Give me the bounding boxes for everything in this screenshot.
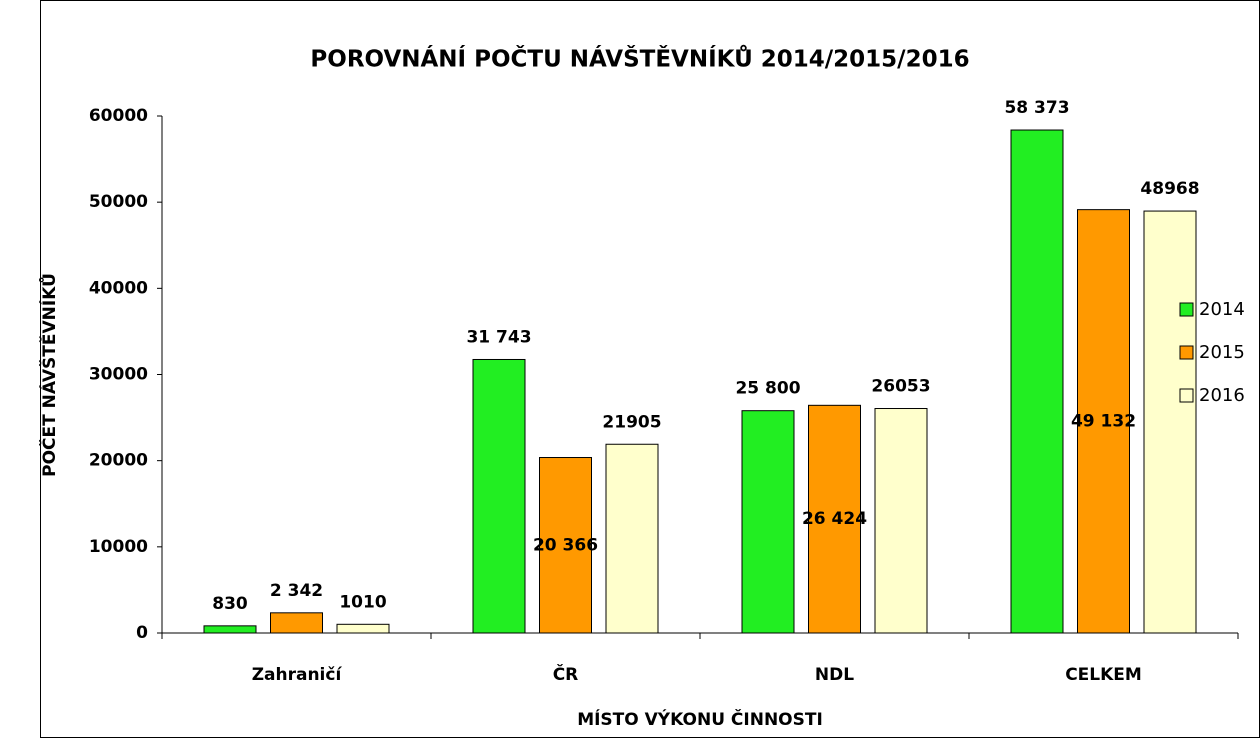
bar xyxy=(605,443,659,634)
bar xyxy=(1077,209,1130,634)
bar xyxy=(472,358,526,634)
value-label: 21905 xyxy=(602,412,661,432)
bar xyxy=(1010,129,1064,634)
y-axis-label: POČET NÁVŠTĚVNÍKŮ xyxy=(37,273,60,477)
y-tick-label: 10000 xyxy=(89,537,148,557)
value-label: 26053 xyxy=(871,377,930,397)
bar xyxy=(741,410,795,634)
value-label: 26 424 xyxy=(802,509,867,529)
legend-swatch xyxy=(1179,302,1194,317)
chart-title: POROVNÁNÍ POČTU NÁVŠTĚVNÍKŮ 2014/2015/20… xyxy=(310,45,969,73)
x-tick-label: Zahraničí xyxy=(252,665,343,685)
y-tick-label: 50000 xyxy=(89,192,148,212)
bar xyxy=(808,404,861,634)
y-tick-label: 40000 xyxy=(89,278,148,298)
y-tick-label: 0 xyxy=(136,623,148,643)
value-label: 20 366 xyxy=(533,535,598,555)
value-label: 48968 xyxy=(1140,179,1199,199)
y-tick-label: 20000 xyxy=(89,451,148,471)
x-tick-label: NDL xyxy=(815,665,854,685)
legend-label: 2014 xyxy=(1199,299,1245,320)
legend-swatch xyxy=(1179,345,1194,360)
value-label: 2 342 xyxy=(270,581,323,601)
bar xyxy=(874,408,928,634)
value-label: 58 373 xyxy=(1004,98,1069,118)
x-tick-label: CELKEM xyxy=(1065,665,1142,685)
legend-label: 2016 xyxy=(1199,385,1245,406)
value-label: 49 132 xyxy=(1071,411,1136,431)
value-label: 31 743 xyxy=(466,327,531,347)
legend-swatch xyxy=(1179,388,1194,403)
bar xyxy=(539,457,592,634)
x-axis-label: MÍSTO VÝKONU ČINNOSTI xyxy=(577,708,823,730)
bar xyxy=(336,623,390,634)
bar xyxy=(1143,210,1197,634)
value-label: 1010 xyxy=(339,592,386,612)
legend-label: 2015 xyxy=(1199,342,1245,363)
y-tick-label: 60000 xyxy=(89,106,148,126)
bar xyxy=(203,625,257,634)
y-tick-label: 30000 xyxy=(89,365,148,385)
value-label: 25 800 xyxy=(735,379,800,399)
value-label: 830 xyxy=(212,594,248,614)
bar xyxy=(270,612,323,634)
x-tick-label: ČR xyxy=(553,663,579,685)
